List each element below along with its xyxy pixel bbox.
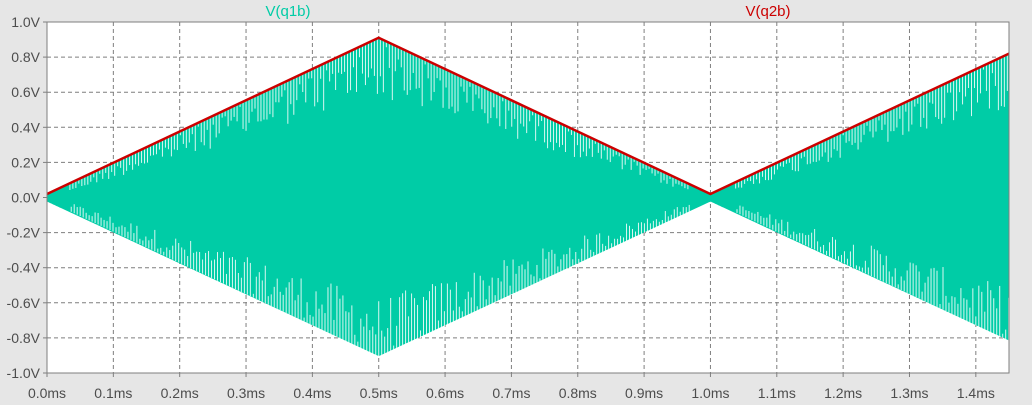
x-tick-label: 0.5ms bbox=[360, 385, 398, 401]
x-tick-label: 1.1ms bbox=[758, 385, 796, 401]
x-tick-label: 0.2ms bbox=[161, 385, 199, 401]
x-tick-label: 0.9ms bbox=[625, 385, 663, 401]
y-tick-label: -1.0V bbox=[7, 365, 41, 381]
y-axis-ticks: 1.0V 0.8V 0.6V 0.4V 0.2V 0.0V -0.2V -0.4V -0.6V -… bbox=[7, 14, 41, 381]
y-tick-label: 0.8V bbox=[11, 49, 40, 65]
x-tick-label: 0.3ms bbox=[227, 385, 265, 401]
legend-vq1b[interactable]: V(q1b) bbox=[265, 3, 310, 20]
x-tick-label: 0.1ms bbox=[94, 385, 132, 401]
x-tick-label: 1.4ms bbox=[957, 385, 995, 401]
x-tick-label: 1.0ms bbox=[691, 385, 729, 401]
y-tick-label: -0.8V bbox=[7, 330, 41, 346]
y-tick-label: 0.2V bbox=[11, 154, 40, 170]
series-vq2b bbox=[46, 36, 1010, 196]
y-tick-label: 1.0V bbox=[11, 14, 40, 30]
y-tick-label: -0.4V bbox=[7, 260, 41, 276]
x-tick-label: 0.8ms bbox=[559, 385, 597, 401]
y-tick-label: 0.0V bbox=[11, 190, 40, 206]
series-vq1b bbox=[46, 38, 1010, 357]
x-tick-label: 0.0ms bbox=[28, 385, 66, 401]
y-tick-label: -0.6V bbox=[7, 295, 41, 311]
x-tick-label: 0.7ms bbox=[492, 385, 530, 401]
y-tick-label: 0.4V bbox=[11, 119, 40, 135]
x-tick-label: 0.4ms bbox=[293, 385, 331, 401]
legend-vq2b[interactable]: V(q2b) bbox=[745, 3, 790, 20]
y-tick-label: -0.2V bbox=[7, 225, 41, 241]
x-axis-ticks: 0.0ms 0.1ms 0.2ms 0.3ms 0.4ms 0.5ms 0.6ms 0.7ms… bbox=[28, 385, 995, 401]
x-tick-label: 0.6ms bbox=[426, 385, 464, 401]
y-tick-label: 0.6V bbox=[11, 84, 40, 100]
plot-border bbox=[46, 21, 1010, 374]
vq2b-line bbox=[46, 36, 1010, 196]
x-tick-label: 1.2ms bbox=[824, 385, 862, 401]
x-tick-label: 1.3ms bbox=[890, 385, 928, 401]
